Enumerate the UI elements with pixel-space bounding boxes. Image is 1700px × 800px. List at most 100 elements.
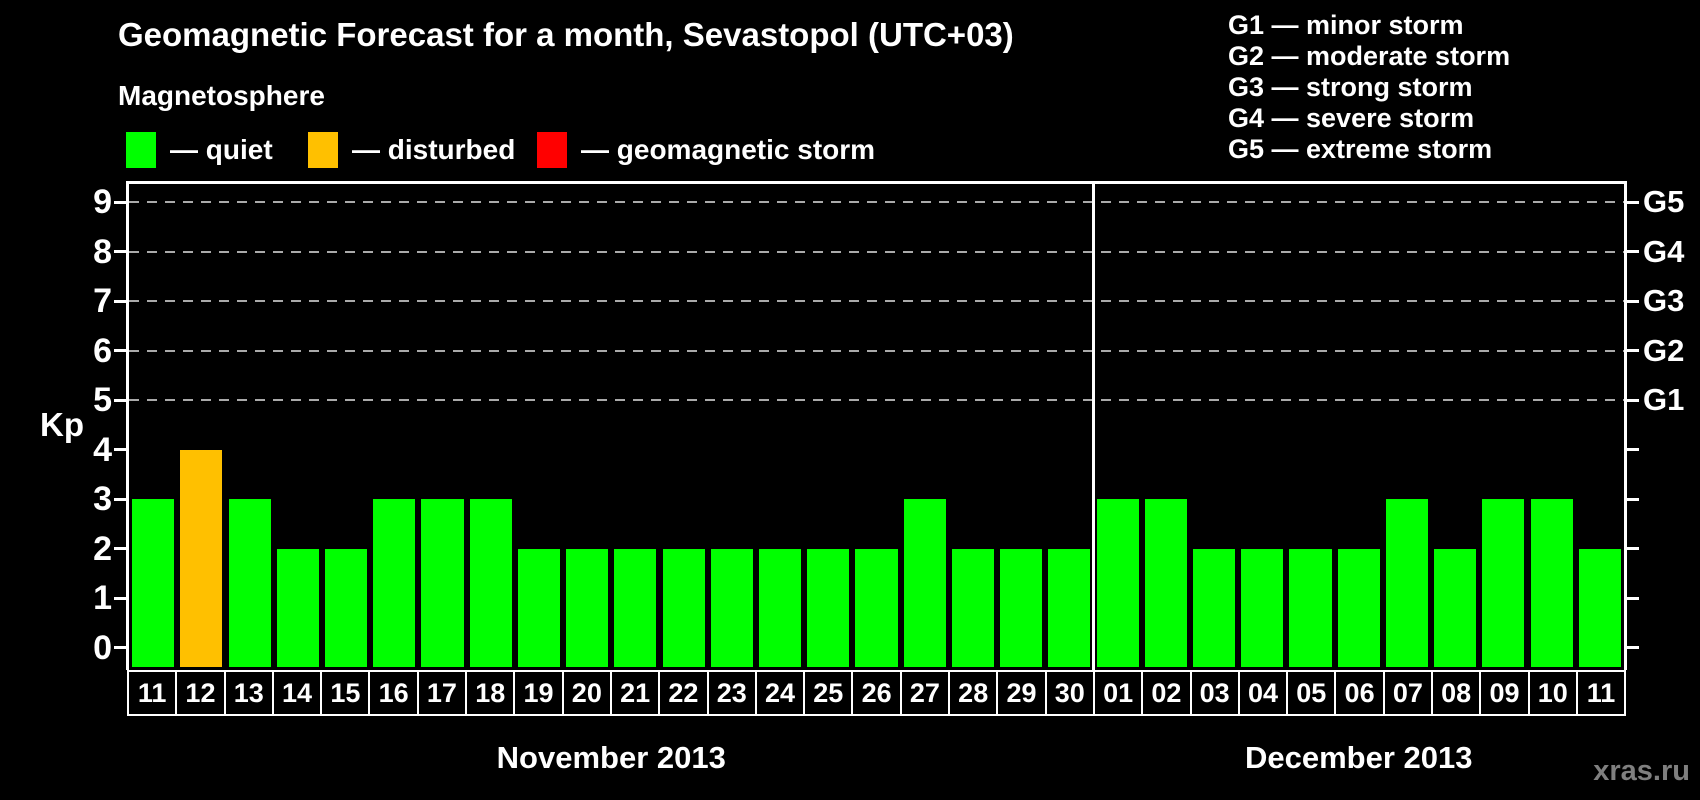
legend-label-storm: — geomagnetic storm xyxy=(581,134,876,165)
legend-swatch-quiet xyxy=(126,132,156,168)
y-tick-left-5 xyxy=(114,398,126,402)
bar-november-11 xyxy=(132,499,175,667)
day-cell-november-14: 14 xyxy=(271,670,323,716)
gridline-kp8 xyxy=(129,250,1624,253)
legend-swatch-storm xyxy=(537,132,567,168)
bar-november-26 xyxy=(855,548,898,667)
legend-item-disturbed: — disturbed xyxy=(308,131,515,169)
month-label-december: December 2013 xyxy=(1245,740,1473,775)
y-tick-right-0 xyxy=(1627,646,1639,649)
y-tick-right-4 xyxy=(1627,448,1639,451)
y-tick-label-0: 0 xyxy=(93,628,112,667)
bar-november-29 xyxy=(1000,548,1043,667)
bar-november-18 xyxy=(469,499,512,667)
y-tick-right-1 xyxy=(1627,596,1639,600)
bar-november-16 xyxy=(373,499,416,667)
day-cell-december-09: 09 xyxy=(1479,670,1530,716)
day-cell-november-26: 26 xyxy=(851,670,902,716)
day-cell-november-15: 15 xyxy=(320,670,371,716)
bar-november-17 xyxy=(421,499,464,667)
bar-november-27 xyxy=(903,499,946,667)
day-cell-december-10: 10 xyxy=(1527,670,1578,716)
day-cell-november-24: 24 xyxy=(754,670,806,716)
legend-swatch-disturbed xyxy=(308,132,338,168)
bar-december-07 xyxy=(1385,499,1429,667)
legend-item-storm: — geomagnetic storm xyxy=(537,131,875,169)
y-tick-right-9 xyxy=(1627,200,1639,204)
g-legend-line-4: G4 — severe storm xyxy=(1228,103,1475,133)
legend-label-disturbed: — disturbed xyxy=(352,134,516,165)
gridline-kp6 xyxy=(129,349,1624,352)
y-tick-right-5 xyxy=(1627,398,1639,402)
y-tick-label-5: 5 xyxy=(93,381,112,419)
y-tick-left-7 xyxy=(114,299,126,303)
day-cell-december-06: 06 xyxy=(1334,670,1385,716)
y-tick-right-8 xyxy=(1627,250,1639,253)
bar-november-24 xyxy=(758,548,802,667)
y-tick-left-9 xyxy=(114,200,126,204)
y-tick-left-8 xyxy=(114,250,126,253)
day-cell-december-07: 07 xyxy=(1382,670,1434,716)
day-cell-november-30: 30 xyxy=(1044,670,1095,716)
day-labels-row: 11 12 13 14 15 16 17 18 19 20 21 22 23 24 25 26 27 28 29 30… xyxy=(127,670,1627,716)
y-tick-right-3 xyxy=(1627,497,1639,501)
day-cell-november-13: 13 xyxy=(223,670,274,716)
bar-december-04 xyxy=(1241,548,1284,667)
day-cell-november-19: 19 xyxy=(513,670,564,716)
day-cell-november-29: 29 xyxy=(996,670,1047,716)
g-tick-label-g1: G1 xyxy=(1643,382,1685,417)
bar-november-21 xyxy=(614,548,657,667)
day-cell-december-05: 05 xyxy=(1286,670,1337,716)
month-separator-line xyxy=(1092,184,1096,715)
bar-december-10 xyxy=(1530,499,1573,667)
y-tick-label-3: 3 xyxy=(93,480,112,518)
g-legend-line-2: G2 — moderate storm xyxy=(1228,41,1511,71)
y-tick-right-6 xyxy=(1627,349,1639,352)
g-scale-legend: G1 — minor storm G2 — moderate storm G3 — … xyxy=(1228,10,1510,165)
g-tick-label-g2: G2 xyxy=(1643,332,1685,368)
bar-november-28 xyxy=(951,548,994,667)
day-cell-november-25: 25 xyxy=(803,670,854,716)
bar-december-09 xyxy=(1482,499,1525,667)
y-tick-label-2: 2 xyxy=(93,529,112,568)
bar-november-22 xyxy=(662,548,705,667)
y-tick-left-6 xyxy=(114,349,126,352)
day-cell-november-21: 21 xyxy=(609,670,661,716)
g-legend-line-5: G5 — extreme storm xyxy=(1228,134,1493,164)
legend-item-quiet: — quiet xyxy=(126,131,273,169)
y-tick-label-9: 9 xyxy=(93,183,112,221)
bar-december-11 xyxy=(1578,548,1621,667)
y-tick-label-7: 7 xyxy=(93,282,112,320)
bar-november-15 xyxy=(324,548,368,667)
g-tick-label-g4: G4 xyxy=(1643,233,1685,269)
plot-area xyxy=(126,181,1627,670)
day-cell-december-03: 03 xyxy=(1189,670,1240,716)
day-cell-november-22: 22 xyxy=(658,670,709,716)
day-cell-november-23: 23 xyxy=(706,670,757,716)
day-cell-december-01: 01 xyxy=(1092,670,1144,716)
day-cell-december-04: 04 xyxy=(1237,670,1289,716)
y-tick-left-1 xyxy=(114,596,126,600)
legend-label-quiet: — quiet xyxy=(170,134,273,165)
day-cell-november-16: 16 xyxy=(368,670,419,716)
day-cell-december-02: 02 xyxy=(1141,670,1192,716)
day-cell-december-08: 08 xyxy=(1431,670,1482,716)
bar-december-05 xyxy=(1289,548,1332,667)
bar-november-14 xyxy=(276,548,319,667)
bar-december-02 xyxy=(1144,499,1187,667)
g-legend-line-3: G3 — strong storm xyxy=(1228,72,1473,102)
day-cell-november-11: 11 xyxy=(127,670,178,716)
bar-december-03 xyxy=(1193,548,1236,667)
bar-november-19 xyxy=(517,548,560,667)
bar-december-01 xyxy=(1096,499,1139,667)
y-tick-label-4: 4 xyxy=(93,430,112,469)
day-cell-november-20: 20 xyxy=(561,670,612,716)
y-tick-right-2 xyxy=(1627,547,1639,550)
bar-december-08 xyxy=(1434,548,1477,667)
bar-november-25 xyxy=(807,548,850,667)
day-cell-november-17: 17 xyxy=(416,670,468,716)
watermark: xras.ru xyxy=(1593,755,1690,787)
y-tick-label-1: 1 xyxy=(93,579,112,617)
y-tick-left-2 xyxy=(114,547,126,550)
